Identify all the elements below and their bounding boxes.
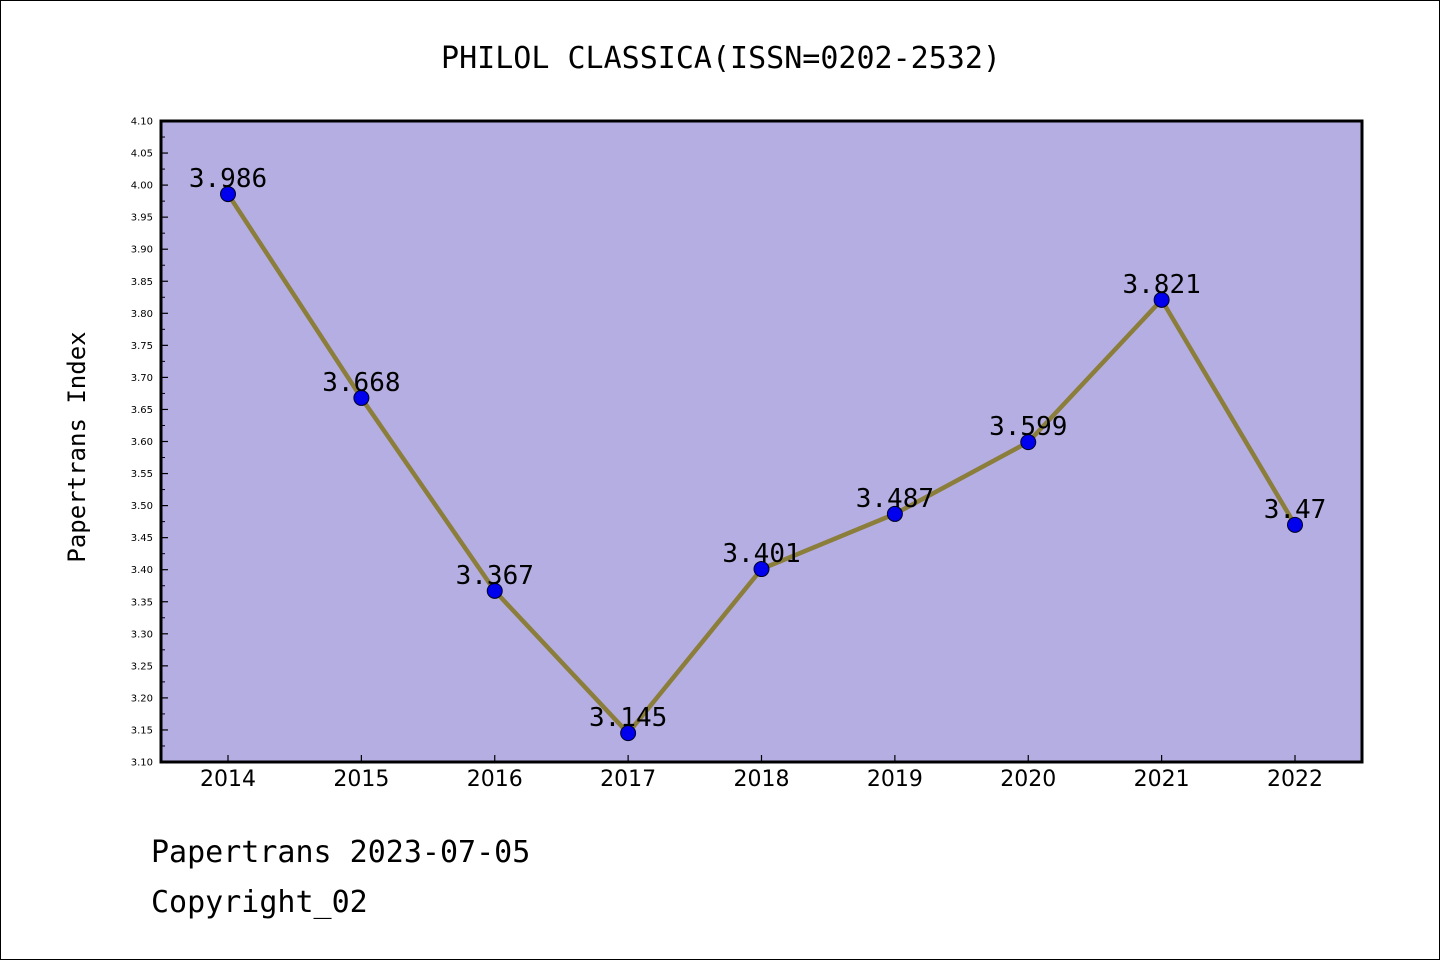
y-tick-label: 3.15: [131, 725, 153, 736]
x-tick-label: 2018: [734, 767, 790, 792]
data-label: 3.401: [722, 539, 800, 569]
y-tick-label: 3.45: [131, 533, 153, 544]
x-axis-ticks: 2014 2015 2016 2017 2018 2019 2020 2021 2022: [200, 755, 1323, 792]
data-point: [1153, 291, 1170, 308]
y-tick-label: 3.60: [131, 437, 153, 448]
y-tick-label: 3.20: [131, 693, 153, 704]
y-tick-label: 3.75: [131, 341, 153, 352]
y-tick-label: 3.50: [131, 501, 153, 512]
data-point: [753, 561, 770, 578]
y-tick-label: 3.55: [131, 469, 153, 480]
y-tick-label: 3.70: [131, 373, 153, 384]
data-label: 3.367: [456, 561, 534, 591]
y-tick-label: 3.25: [131, 661, 153, 672]
y-axis-label: Papertrans Index: [63, 331, 91, 562]
x-tick-label: 2016: [467, 767, 523, 792]
y-tick-label: 4.05: [131, 149, 153, 160]
x-tick-label: 2019: [867, 767, 923, 792]
y-tick-label: 3.90: [131, 245, 153, 256]
data-point: [1020, 434, 1037, 451]
x-tick-label: 2020: [1000, 767, 1056, 792]
y-tick-label: 4.10: [131, 117, 153, 128]
footer-copyright: Copyright_02: [151, 885, 368, 920]
footer-date: Papertrans 2023-07-05: [151, 835, 531, 870]
y-tick-label: 3.35: [131, 597, 153, 608]
x-tick-label: 2021: [1134, 767, 1190, 792]
x-tick-label: 2022: [1267, 767, 1323, 792]
data-label: 3.821: [1122, 270, 1200, 300]
y-tick-label: 3.95: [131, 213, 153, 224]
data-point: [353, 389, 370, 406]
y-tick-label: 3.65: [131, 405, 153, 416]
y-tick-label: 3.80: [131, 309, 153, 320]
data-labels: 3.986 3.668 3.367 3.145 3.401 3.487 3.599 3.821…: [189, 164, 1326, 733]
data-point: [220, 186, 236, 203]
y-tick-label: 3.10: [131, 758, 153, 769]
y-axis-ticks: 3.10 3.15 3.20 3.25 3.30 3.35 3.40 3.45 3.50 3.55…: [131, 117, 168, 769]
data-point: [1287, 516, 1303, 533]
data-label: 3.668: [322, 368, 400, 398]
series-layer: [220, 186, 1303, 742]
data-label: 3.145: [589, 703, 667, 733]
x-tick-label: 2014: [200, 767, 256, 792]
x-tick-label: 2015: [333, 767, 389, 792]
data-label: 3.487: [856, 484, 934, 514]
data-label: 3.986: [189, 164, 267, 194]
x-tick-label: 2017: [600, 767, 656, 792]
y-tick-label: 4.00: [131, 181, 153, 192]
data-label: 3.599: [989, 412, 1067, 442]
data-point: [620, 725, 637, 742]
y-tick-label: 3.30: [131, 629, 153, 640]
y-tick-label: 3.85: [131, 277, 153, 288]
chart-title: PHILOL CLASSICA(ISSN=0202-2532): [441, 41, 1001, 76]
plot-area: [159, 119, 1364, 764]
data-point: [486, 582, 503, 599]
data-point: [886, 505, 903, 522]
y-tick-label: 3.40: [131, 565, 153, 576]
data-label: 3.47: [1264, 495, 1327, 525]
